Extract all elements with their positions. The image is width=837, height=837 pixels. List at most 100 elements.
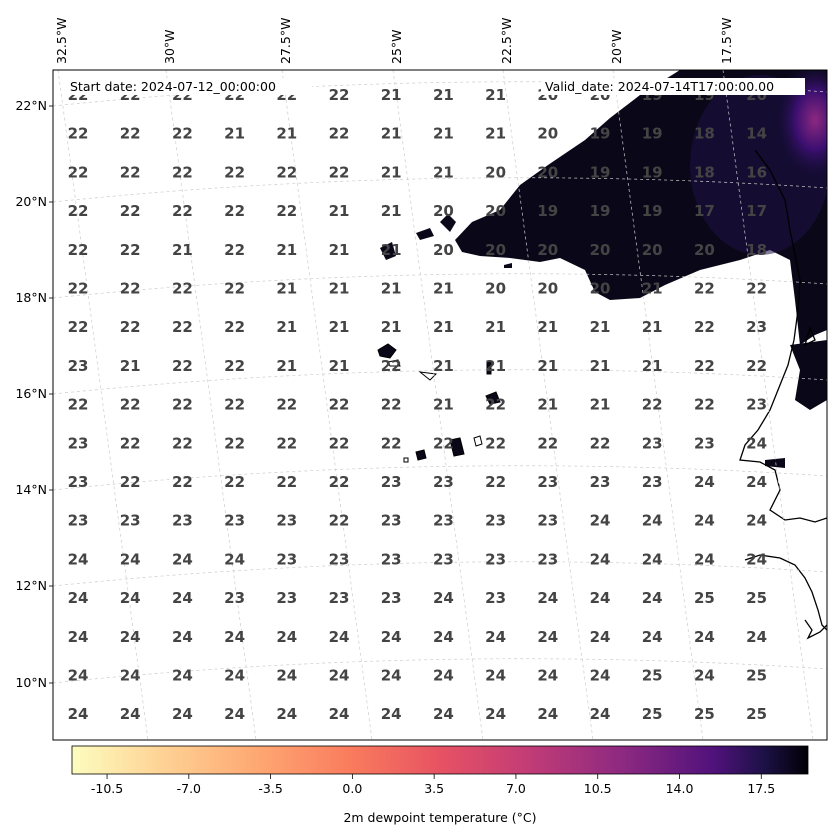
grid-value: 22 xyxy=(172,280,193,298)
grid-value: 24 xyxy=(590,667,611,685)
grid-value: 18 xyxy=(746,241,767,259)
grid-value: 22 xyxy=(68,241,89,259)
grid-value: 14 xyxy=(746,125,767,143)
island xyxy=(415,449,427,461)
meridian-line xyxy=(57,70,149,740)
grid-value: 22 xyxy=(120,473,141,491)
grid-value: 22 xyxy=(120,125,141,143)
grid-value: 24 xyxy=(329,628,350,646)
grid-value: 21 xyxy=(485,318,506,336)
grid-value: 21 xyxy=(433,396,454,414)
grid-value: 23 xyxy=(68,434,89,452)
latitude-label: 16°N xyxy=(15,386,47,401)
grid-value: 22 xyxy=(68,318,89,336)
grid-value: 22 xyxy=(329,125,350,143)
island xyxy=(449,437,465,457)
dewpoint-warm-area xyxy=(775,70,827,180)
grid-value: 22 xyxy=(485,473,506,491)
grid-value: 22 xyxy=(746,280,767,298)
grid-value: 24 xyxy=(694,512,715,530)
grid-value: 22 xyxy=(224,357,245,375)
map-contents xyxy=(377,70,827,640)
grid-value: 24 xyxy=(746,434,767,452)
grid-value: 24 xyxy=(590,589,611,607)
grid-value: 21 xyxy=(642,357,663,375)
grid-value: 25 xyxy=(694,589,715,607)
island xyxy=(403,457,409,463)
colorbar-tick-label: 14.0 xyxy=(666,781,694,796)
grid-value: 21 xyxy=(537,396,558,414)
grid-value: 20 xyxy=(694,241,715,259)
colorbar-tick-label: -3.5 xyxy=(258,781,282,796)
grid-value: 24 xyxy=(329,667,350,685)
colorbar-tick-label: 3.5 xyxy=(424,781,444,796)
longitude-label: 25°W xyxy=(389,29,404,64)
meridian-line xyxy=(722,70,814,740)
grid-value: 20 xyxy=(485,202,506,220)
grid-value: 22 xyxy=(694,280,715,298)
island xyxy=(473,435,483,447)
grid-value: 24 xyxy=(276,628,297,646)
grid-value: 23 xyxy=(537,512,558,530)
grid-value: 22 xyxy=(224,163,245,181)
grid-value: 23 xyxy=(694,434,715,452)
grid-value: 24 xyxy=(694,473,715,491)
grid-value: 21 xyxy=(433,163,454,181)
grid-value: 17 xyxy=(746,202,767,220)
grid-value: 21 xyxy=(276,357,297,375)
longitude-label: 20°W xyxy=(609,29,624,64)
coast-fill xyxy=(790,340,827,410)
value-grid: 22 22 22 22 22 22 21 21 21 20 20 19 19 20 22 22 22 21 21 22… xyxy=(68,86,767,723)
grid-value: 21 xyxy=(329,202,350,220)
grid-value: 22 xyxy=(590,434,611,452)
grid-value: 22 xyxy=(329,473,350,491)
grid-value: 18 xyxy=(694,163,715,181)
grid-value: 22 xyxy=(68,396,89,414)
latitude-label: 22°N xyxy=(15,98,47,113)
latitude-labels: 22°N 20°N 18°N 16°N 14°N 12°N 10°N xyxy=(15,98,53,690)
grid-value: 24 xyxy=(746,550,767,568)
grid-value: 23 xyxy=(642,473,663,491)
grid-value: 22 xyxy=(537,434,558,452)
grid-value: 20 xyxy=(485,163,506,181)
grid-value: 21 xyxy=(381,241,402,259)
grid-value: 23 xyxy=(172,512,193,530)
grid-value: 24 xyxy=(694,628,715,646)
grid-value: 24 xyxy=(68,589,89,607)
coastline xyxy=(804,619,827,640)
grid-value: 21 xyxy=(590,357,611,375)
grid-value: 24 xyxy=(642,589,663,607)
island xyxy=(416,228,434,240)
grid-value: 22 xyxy=(276,473,297,491)
grid-value: 23 xyxy=(224,589,245,607)
grid-value: 18 xyxy=(694,125,715,143)
grid-value: 24 xyxy=(485,705,506,723)
grid-value: 24 xyxy=(537,667,558,685)
longitude-labels: 32.5°W 30°W 27.5°W 25°W 22.5°W 20°W 17.5°W xyxy=(54,18,734,64)
colorbar-label: 2m dewpoint temperature (°C) xyxy=(343,810,536,825)
grid-value: 20 xyxy=(537,280,558,298)
grid-value: 24 xyxy=(329,705,350,723)
grid-value: 22 xyxy=(68,280,89,298)
coast-fill-2 xyxy=(765,458,785,468)
grid-value: 24 xyxy=(485,628,506,646)
grid-value: 24 xyxy=(120,705,141,723)
grid-value: 22 xyxy=(642,396,663,414)
grid-value: 23 xyxy=(485,589,506,607)
grid-value: 24 xyxy=(172,628,193,646)
grid-value: 24 xyxy=(224,667,245,685)
grid-value: 23 xyxy=(433,512,454,530)
grid-value: 24 xyxy=(537,628,558,646)
grid-value: 22 xyxy=(276,434,297,452)
grid-value: 23 xyxy=(642,434,663,452)
grid-value: 22 xyxy=(172,125,193,143)
grid-value: 22 xyxy=(120,434,141,452)
grid-value: 20 xyxy=(485,241,506,259)
grid-value: 24 xyxy=(68,705,89,723)
grid-value: 23 xyxy=(276,589,297,607)
grid-value: 22 xyxy=(120,280,141,298)
grid-value: 19 xyxy=(642,125,663,143)
coastline xyxy=(803,326,816,347)
colorbar-tick-label: 17.5 xyxy=(747,781,775,796)
grid-value: 22 xyxy=(276,396,297,414)
